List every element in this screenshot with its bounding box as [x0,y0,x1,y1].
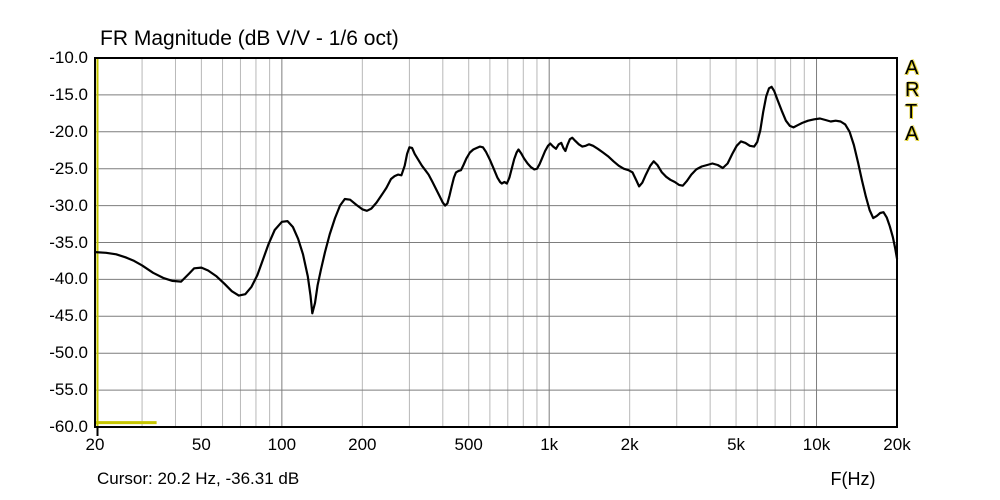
y-tick-label: -50.0 [49,343,88,363]
y-tick-label: -45.0 [49,306,88,326]
x-tick-label: 20 [85,435,105,454]
x-tick-label: 500 [454,435,483,454]
cursor-readout: Cursor: 20.2 Hz, -36.31 dB [97,469,300,488]
arta-letter: R [905,79,920,101]
arta-letter: A [905,123,919,145]
y-tick-label: -35.0 [49,232,88,252]
x-tick-label: 100 [267,435,297,454]
x-tick-label: 5k [727,435,746,454]
arta-letter: T [905,101,918,123]
y-tick-label: -25.0 [49,158,88,178]
y-tick-label: -55.0 [49,380,88,400]
chart-title: FR Magnitude (dB V/V - 1/6 oct) [100,27,399,50]
y-tick-label: -10.0 [49,48,88,67]
y-tick-label: -60.0 [49,417,88,436]
x-tick-label: 200 [348,435,377,454]
x-tick-label: 1k [540,435,559,454]
x-tick-label: 50 [191,435,211,454]
y-tick-label: -15.0 [49,84,88,104]
fr-curve [93,85,899,315]
x-tick-label: 2k [620,435,639,454]
x-tick-label: 10k [802,435,831,454]
plot-border [94,57,898,428]
y-tick-label: -20.0 [49,121,88,141]
arta-letter: A [905,57,919,79]
x-axis-title: F(Hz) [830,469,876,489]
arta-logo: A R T A [905,57,925,145]
x-tick-label: 20k [883,435,911,454]
y-tick-label: -40.0 [49,269,88,289]
y-tick-label: -30.0 [49,195,88,215]
